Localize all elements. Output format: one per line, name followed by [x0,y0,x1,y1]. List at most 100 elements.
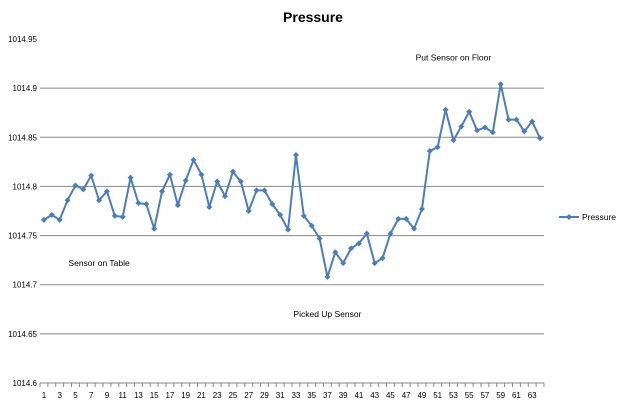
data-point [64,197,71,204]
x-tick-label: 21 [197,391,206,400]
data-point [466,108,473,115]
series-pressure [40,81,544,280]
legend-label-pressure: Pressure [582,212,616,222]
data-point [198,171,205,178]
data-point [489,129,496,136]
x-tick-label: 41 [354,391,363,400]
data-point [355,240,362,247]
x-tick-label: 47 [402,391,411,400]
y-tick-label: 1014.85 [8,133,37,142]
y-tick-label: 1014.95 [8,35,37,44]
data-point [285,226,292,233]
data-point [292,151,299,158]
y-tick-label: 1014.6 [13,379,38,388]
x-tick-label: 17 [165,391,174,400]
data-point [174,202,181,209]
data-point [332,249,339,256]
x-tick-label: 35 [307,391,316,400]
x-tick-label: 33 [291,391,300,400]
data-point [300,212,307,219]
data-point [119,213,126,220]
x-tick-label: 37 [323,391,332,400]
data-point [56,216,63,223]
data-point [159,188,166,195]
data-point [40,216,47,223]
data-point [481,124,488,131]
x-tick-label: 43 [370,391,379,400]
data-point [450,137,457,144]
data-point [269,201,276,208]
data-point [135,200,142,207]
data-point [379,255,386,262]
data-point [474,127,481,134]
x-tick-label: 11 [119,391,128,400]
data-point [111,212,118,219]
data-point [222,193,229,200]
data-point [363,230,370,237]
x-tick-label: 59 [496,391,505,400]
x-tick-label: 23 [213,391,222,400]
data-point [182,177,189,184]
data-point [72,182,79,189]
data-point [529,118,536,125]
data-point [190,156,197,163]
legend: Pressure [559,212,616,222]
x-tick-label: 13 [134,391,143,400]
data-point [348,245,355,252]
data-point [513,116,520,123]
data-point [411,225,418,232]
data-point [261,187,268,194]
data-point [127,174,134,181]
x-tick-label: 31 [276,391,285,400]
data-point [395,215,402,222]
data-point [229,168,236,175]
data-point [387,230,394,237]
x-tick-label: 51 [433,391,442,400]
x-tick-label: 1 [42,391,47,400]
data-point [206,204,213,211]
data-point [316,235,323,242]
data-point [253,187,260,194]
x-tick-label: 53 [449,391,458,400]
x-tick-label: 55 [465,391,474,400]
x-tick-label: 57 [480,391,489,400]
data-point [403,215,410,222]
data-point [237,178,244,185]
data-point [497,81,504,88]
gridlines [40,87,544,335]
data-point [505,116,512,123]
x-tick-label: 49 [417,391,426,400]
annotation-label: Picked Up Sensor [293,309,361,319]
data-point [521,128,528,135]
data-point [80,186,87,193]
x-tick-label: 29 [260,391,269,400]
chart-title: Pressure [283,9,343,25]
data-point [151,225,158,232]
data-point [434,144,441,151]
x-tick-label: 19 [181,391,190,400]
x-tick-label: 25 [228,391,237,400]
y-tick-label: 1014.8 [13,182,38,191]
y-tick-label: 1014.75 [8,232,37,241]
data-point [324,273,331,280]
data-point [88,172,95,179]
data-point [277,211,284,218]
y-axis-tick-labels: 1014.6 1014.65 1014.7 1014.75 1014.8 1014.85 1… [8,35,37,388]
series-line-pressure [43,83,541,278]
x-tick-label: 7 [89,391,94,400]
annotation-label: Sensor on Table [68,258,130,268]
x-tick-label: 15 [150,391,159,400]
y-tick-label: 1014.65 [8,330,37,339]
data-point [418,206,425,213]
data-point [426,148,433,155]
data-point [308,222,315,229]
data-point [143,201,150,208]
data-point [371,260,378,267]
x-tick-label: 45 [386,391,395,400]
annotations: Sensor on Table Picked Up Sensor Put Senso… [68,53,491,320]
x-tick-label: 39 [339,391,348,400]
data-point [537,135,544,142]
x-tick-label: 5 [73,391,78,400]
